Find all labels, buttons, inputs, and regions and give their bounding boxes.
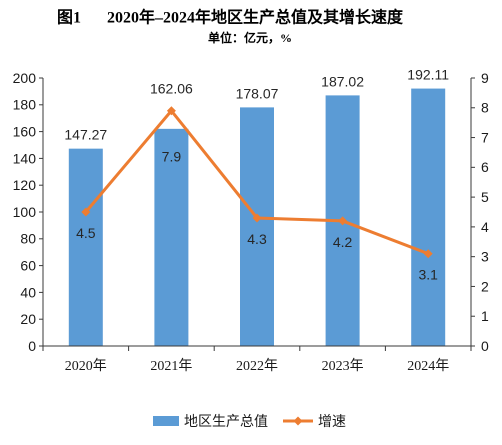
left-y-tick-label-10: 200 bbox=[13, 70, 37, 86]
x-tick-label-0: 2020年 bbox=[65, 358, 107, 374]
gdp-bar-4 bbox=[411, 88, 446, 346]
chart-subtitle: 单位：亿元，% bbox=[208, 30, 292, 45]
chart-axes: 0 20 40 60 80 100 120 140 160 180 200 0 1 2 3 4 5 6 7 8 9 202… bbox=[13, 70, 489, 374]
right-y-tick-label-9: 9 bbox=[481, 70, 489, 86]
right-y-tick-label-8: 8 bbox=[481, 100, 489, 116]
right-y-tick-label-5: 5 bbox=[481, 189, 489, 205]
growth-marker-3 bbox=[338, 216, 348, 226]
growth-marker-2 bbox=[252, 213, 262, 223]
left-y-tick-label-6: 120 bbox=[13, 177, 37, 193]
chart-title: 图1 2020年–2024年地区生产总值及其增长速度 bbox=[57, 8, 404, 27]
gdp-value-label-3: 187.02 bbox=[321, 73, 364, 89]
growth-value-label-0: 4.5 bbox=[76, 225, 96, 241]
left-y-tick-label-8: 160 bbox=[13, 124, 37, 140]
x-tick-label-1: 2021年 bbox=[150, 358, 192, 374]
growth-marker-4 bbox=[423, 249, 433, 259]
gdp-value-label-1: 162.06 bbox=[150, 81, 193, 97]
left-y-tick-label-7: 140 bbox=[13, 150, 37, 166]
gdp-bar-2 bbox=[240, 107, 274, 346]
right-y-tick-label-4: 4 bbox=[481, 219, 489, 235]
right-y-tick-label-2: 2 bbox=[481, 278, 489, 294]
gdp-bar-1 bbox=[154, 128, 189, 346]
right-y-tick-label-3: 3 bbox=[481, 249, 489, 265]
gdp-value-label-2: 178.07 bbox=[236, 85, 279, 101]
legend-swatch-growth-marker bbox=[293, 416, 303, 426]
left-y-tick-label-9: 180 bbox=[13, 97, 37, 113]
left-y-tick-label-3: 60 bbox=[20, 258, 36, 274]
legend: 地区生产总值 增速 bbox=[153, 413, 346, 429]
chart-title-text: 2020年–2024年地区生产总值及其增长速度 bbox=[107, 8, 404, 27]
growth-value-label-3: 4.2 bbox=[333, 234, 353, 250]
left-y-tick-label-1: 20 bbox=[20, 311, 36, 327]
right-y-tick-label-7: 7 bbox=[481, 129, 489, 145]
x-tick-label-3: 2023年 bbox=[322, 358, 364, 374]
right-y-tick-label-0: 0 bbox=[481, 338, 489, 354]
figure-label: 图1 bbox=[57, 9, 81, 27]
left-y-tick-label-0: 0 bbox=[28, 338, 36, 354]
left-y-tick-label-5: 100 bbox=[13, 204, 37, 220]
left-y-tick-label-2: 40 bbox=[20, 284, 36, 300]
growth-value-label-4: 3.1 bbox=[418, 267, 438, 283]
growth-marker-0 bbox=[81, 207, 91, 217]
x-tick-label-4: 2024年 bbox=[407, 358, 449, 374]
gdp-value-label-0: 147.27 bbox=[64, 127, 107, 143]
gdp-bar-series bbox=[68, 88, 446, 347]
legend-label-growth: 增速 bbox=[318, 413, 346, 429]
legend-label-gdp: 地区生产总值 bbox=[184, 413, 268, 429]
growth-marker-1 bbox=[166, 106, 176, 116]
gdp-value-label-4: 192.11 bbox=[407, 66, 449, 82]
gdp-bar-0 bbox=[68, 148, 103, 346]
growth-value-label-1: 7.9 bbox=[162, 149, 182, 165]
data-labels: 147.27 162.06 178.07 187.02 192.11 4.5 7.9 4.3 4… bbox=[64, 66, 449, 282]
growth-value-label-2: 4.3 bbox=[247, 231, 267, 247]
right-y-tick-label-1: 1 bbox=[481, 308, 489, 324]
right-y-tick-label-6: 6 bbox=[481, 159, 489, 175]
legend-swatch-gdp bbox=[153, 416, 179, 426]
growth-line-series bbox=[81, 106, 433, 259]
x-tick-label-2: 2022年 bbox=[236, 358, 278, 374]
left-y-tick-label-4: 80 bbox=[20, 231, 36, 247]
